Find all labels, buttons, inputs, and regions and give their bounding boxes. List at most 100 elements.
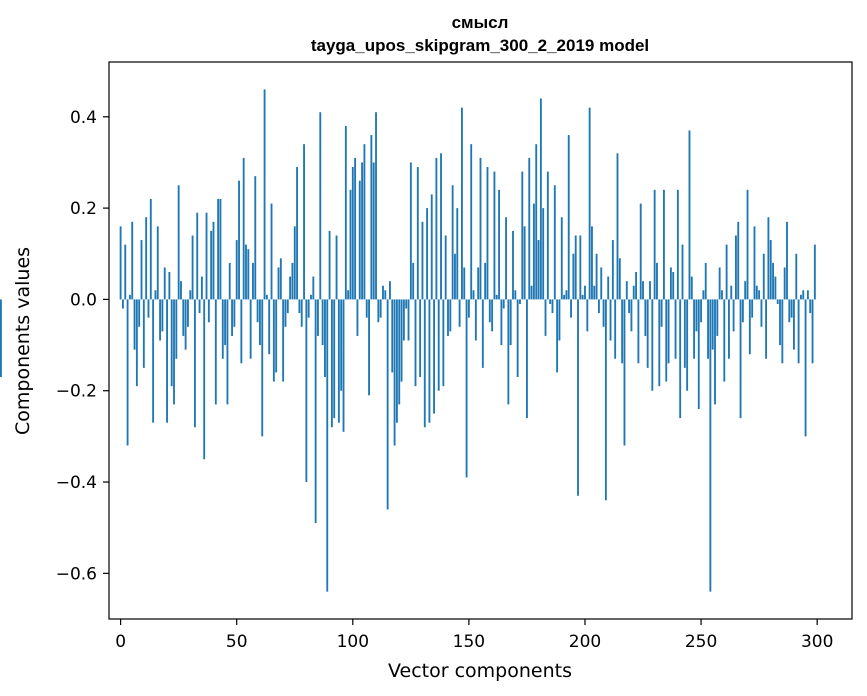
bar: [198, 299, 201, 314]
chart-title: смысл: [452, 13, 509, 32]
bar: [790, 299, 793, 318]
bar: [217, 198, 220, 300]
bar: [560, 217, 563, 300]
bar: [444, 235, 447, 300]
bar: [356, 299, 359, 336]
bar: [296, 167, 298, 300]
bar: [170, 299, 173, 387]
bar: [298, 299, 301, 314]
bar: [238, 180, 240, 300]
bar: [623, 299, 626, 446]
bar: [133, 299, 136, 350]
bar: [163, 267, 166, 300]
bar: [686, 299, 689, 391]
bar: [544, 299, 547, 336]
bar: [588, 107, 591, 300]
bar: [428, 299, 431, 423]
bar: [607, 276, 610, 300]
bar: [707, 299, 709, 359]
bar: [646, 299, 649, 368]
bar: [372, 162, 375, 300]
bar: [593, 285, 596, 300]
bar: [386, 299, 389, 510]
bar: [423, 299, 426, 428]
bar: [330, 299, 333, 428]
bar: [737, 221, 740, 300]
bar: [268, 299, 271, 355]
bar: [498, 189, 501, 300]
x-tick-label: 150: [453, 632, 485, 652]
bar: [261, 299, 264, 437]
bar: [495, 294, 498, 300]
bar: [409, 162, 412, 300]
bar: [235, 240, 238, 300]
bar: [358, 180, 361, 300]
bar: [813, 244, 816, 300]
bar: [797, 299, 800, 364]
bar: [156, 226, 159, 300]
bar: [168, 272, 171, 300]
bar: [642, 281, 644, 300]
bar: [507, 299, 510, 405]
bar: [328, 230, 331, 300]
bar: [567, 135, 570, 300]
bar: [656, 262, 658, 300]
bar: [725, 244, 728, 300]
chart-subtitle: tayga_upos_skipgram_300_2_2019 model: [311, 36, 649, 55]
bar: [335, 235, 338, 300]
bar: [532, 203, 535, 300]
bar: [723, 299, 726, 382]
bar: [226, 299, 229, 405]
bar: [368, 299, 370, 396]
bar: [182, 299, 185, 336]
bar: [674, 299, 677, 359]
bar: [669, 267, 672, 300]
y-axis-label: Components values: [12, 247, 34, 435]
bar: [456, 208, 459, 300]
bar: [539, 98, 542, 300]
bar: [553, 185, 556, 300]
bar: [500, 299, 503, 346]
bar: [572, 253, 575, 300]
bar: [604, 299, 607, 501]
bar: [196, 212, 199, 300]
bar: [124, 244, 127, 300]
bar: [319, 112, 322, 300]
bar: [305, 299, 308, 483]
bar: [491, 299, 494, 332]
bar: [284, 299, 287, 327]
bar: [470, 144, 473, 300]
bar: [484, 262, 487, 300]
bar: [354, 157, 357, 300]
y-tick-label: 0.4: [70, 108, 97, 128]
bar: [488, 299, 491, 323]
bar: [159, 299, 162, 341]
bar: [695, 299, 698, 332]
y-tick-label: −0.4: [56, 473, 97, 493]
bar: [228, 262, 231, 300]
bar: [300, 299, 303, 327]
bar: [363, 144, 366, 300]
bar: [472, 290, 475, 300]
bar: [247, 249, 250, 300]
bar: [542, 208, 545, 300]
bar: [521, 171, 524, 300]
bar: [465, 299, 468, 478]
bar: [751, 299, 754, 318]
bar: [609, 299, 612, 341]
bar: [546, 171, 549, 300]
bar: [753, 226, 756, 300]
bar: [681, 244, 684, 300]
bar: [128, 294, 131, 300]
bar: [205, 212, 208, 300]
bar: [788, 299, 791, 323]
bar: [672, 272, 675, 300]
bar: [809, 299, 812, 314]
bar: [454, 253, 456, 300]
bar: [667, 299, 670, 364]
bar: [347, 290, 350, 300]
bar: [716, 299, 719, 336]
bar: [419, 299, 422, 378]
bar: [126, 299, 129, 446]
